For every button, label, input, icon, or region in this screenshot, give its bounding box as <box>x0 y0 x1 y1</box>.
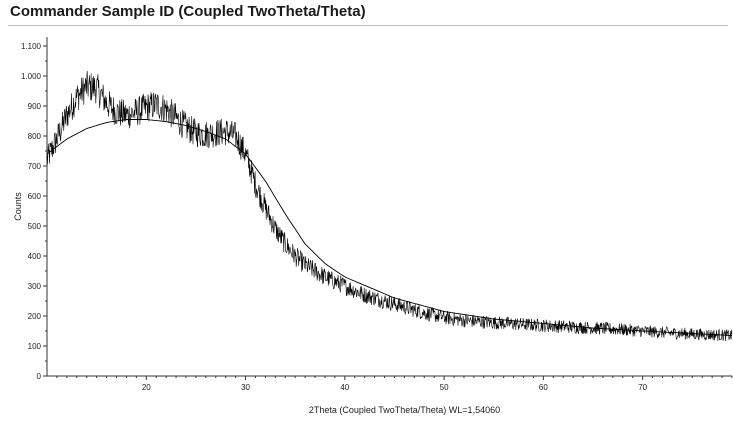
y-tick-label: 600 <box>28 192 42 201</box>
x-tick-label: 70 <box>638 383 647 392</box>
y-tick-label: 100 <box>28 342 42 351</box>
series-measured-line <box>46 70 733 342</box>
y-tick-label: 900 <box>28 102 42 111</box>
y-ticks: 0 100 200 300 400 500 600 700 800 900 1.000 1.100 <box>21 42 47 381</box>
axes <box>46 37 732 377</box>
x-tick-label: 30 <box>241 383 250 392</box>
chart-title: Commander Sample ID (Coupled TwoTheta/Th… <box>10 3 366 20</box>
series-layer <box>46 70 733 342</box>
y-axis-label: Counts <box>13 192 23 221</box>
x-tick-label: 40 <box>340 383 349 392</box>
y-tick-label: 800 <box>28 132 42 141</box>
series-fit-line <box>46 119 733 336</box>
x-tick-label: 60 <box>539 383 548 392</box>
y-tick-label: 0 <box>37 372 42 381</box>
x-axis-label: 2Theta (Coupled TwoTheta/Theta) WL=1,540… <box>309 405 500 415</box>
y-tick-label: 500 <box>28 222 42 231</box>
y-tick-label: 700 <box>28 162 42 171</box>
y-tick-label: 400 <box>28 252 42 261</box>
y-tick-label: 300 <box>28 282 42 291</box>
title-divider <box>8 25 728 26</box>
x-tick-label: 20 <box>142 383 151 392</box>
x-tick-label: 50 <box>440 383 449 392</box>
y-tick-label: 200 <box>28 312 42 321</box>
y-tick-label: 1.000 <box>21 72 42 81</box>
y-tick-label: 1.100 <box>21 42 42 51</box>
x-ticks: 20 30 40 50 60 70 <box>56 376 733 392</box>
